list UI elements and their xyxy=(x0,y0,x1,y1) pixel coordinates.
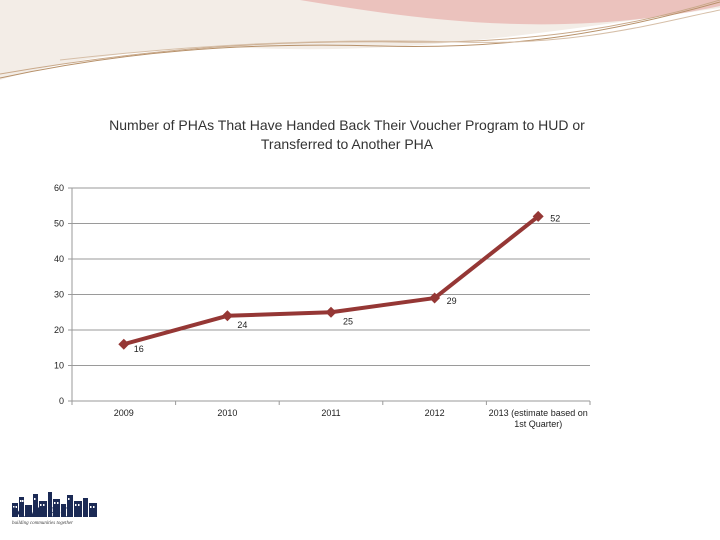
axes xyxy=(68,188,590,405)
data-label: 24 xyxy=(237,320,247,330)
x-tick-label: 2012 xyxy=(425,408,445,418)
chart-title-line-1: Number of PHAs That Have Handed Back The… xyxy=(109,117,585,133)
y-tick-label: 50 xyxy=(54,219,64,229)
series-group xyxy=(118,211,543,350)
data-label: 25 xyxy=(343,316,353,326)
x-tick-label: 2010 xyxy=(217,408,237,418)
data-point-marker xyxy=(326,307,337,318)
y-tick-label: 40 xyxy=(54,254,64,264)
data-label: 29 xyxy=(447,296,457,306)
x-tick-label: 2009 xyxy=(114,408,134,418)
y-tick-labels: 0 10 20 30 40 50 60 xyxy=(54,183,64,406)
x-tick-labels: 2009 2010 2011 2012 2013 (estimate based on 1… xyxy=(114,408,588,429)
nahro-logo-name: NAHRO xyxy=(12,505,73,522)
data-point-marker xyxy=(222,310,233,321)
data-label: 16 xyxy=(134,344,144,354)
x-tick-label: 2013 (estimate based on 1st Quarter) xyxy=(489,408,588,429)
x-tick-label: 2011 xyxy=(321,408,340,418)
y-tick-label: 0 xyxy=(59,396,64,406)
y-tick-label: 10 xyxy=(54,361,64,371)
data-labels: 16 24 25 29 52 xyxy=(134,213,560,354)
y-tick-label: 20 xyxy=(54,325,64,335)
data-label: 52 xyxy=(550,213,560,223)
y-tick-label: 30 xyxy=(54,290,64,300)
nahro-logo-tagline: building communities together xyxy=(12,521,73,526)
series-line xyxy=(124,216,538,344)
chart-title-line-2: Transferred to Another PHA xyxy=(261,136,434,152)
data-point-marker xyxy=(118,339,129,350)
y-tick-label: 60 xyxy=(54,183,64,193)
